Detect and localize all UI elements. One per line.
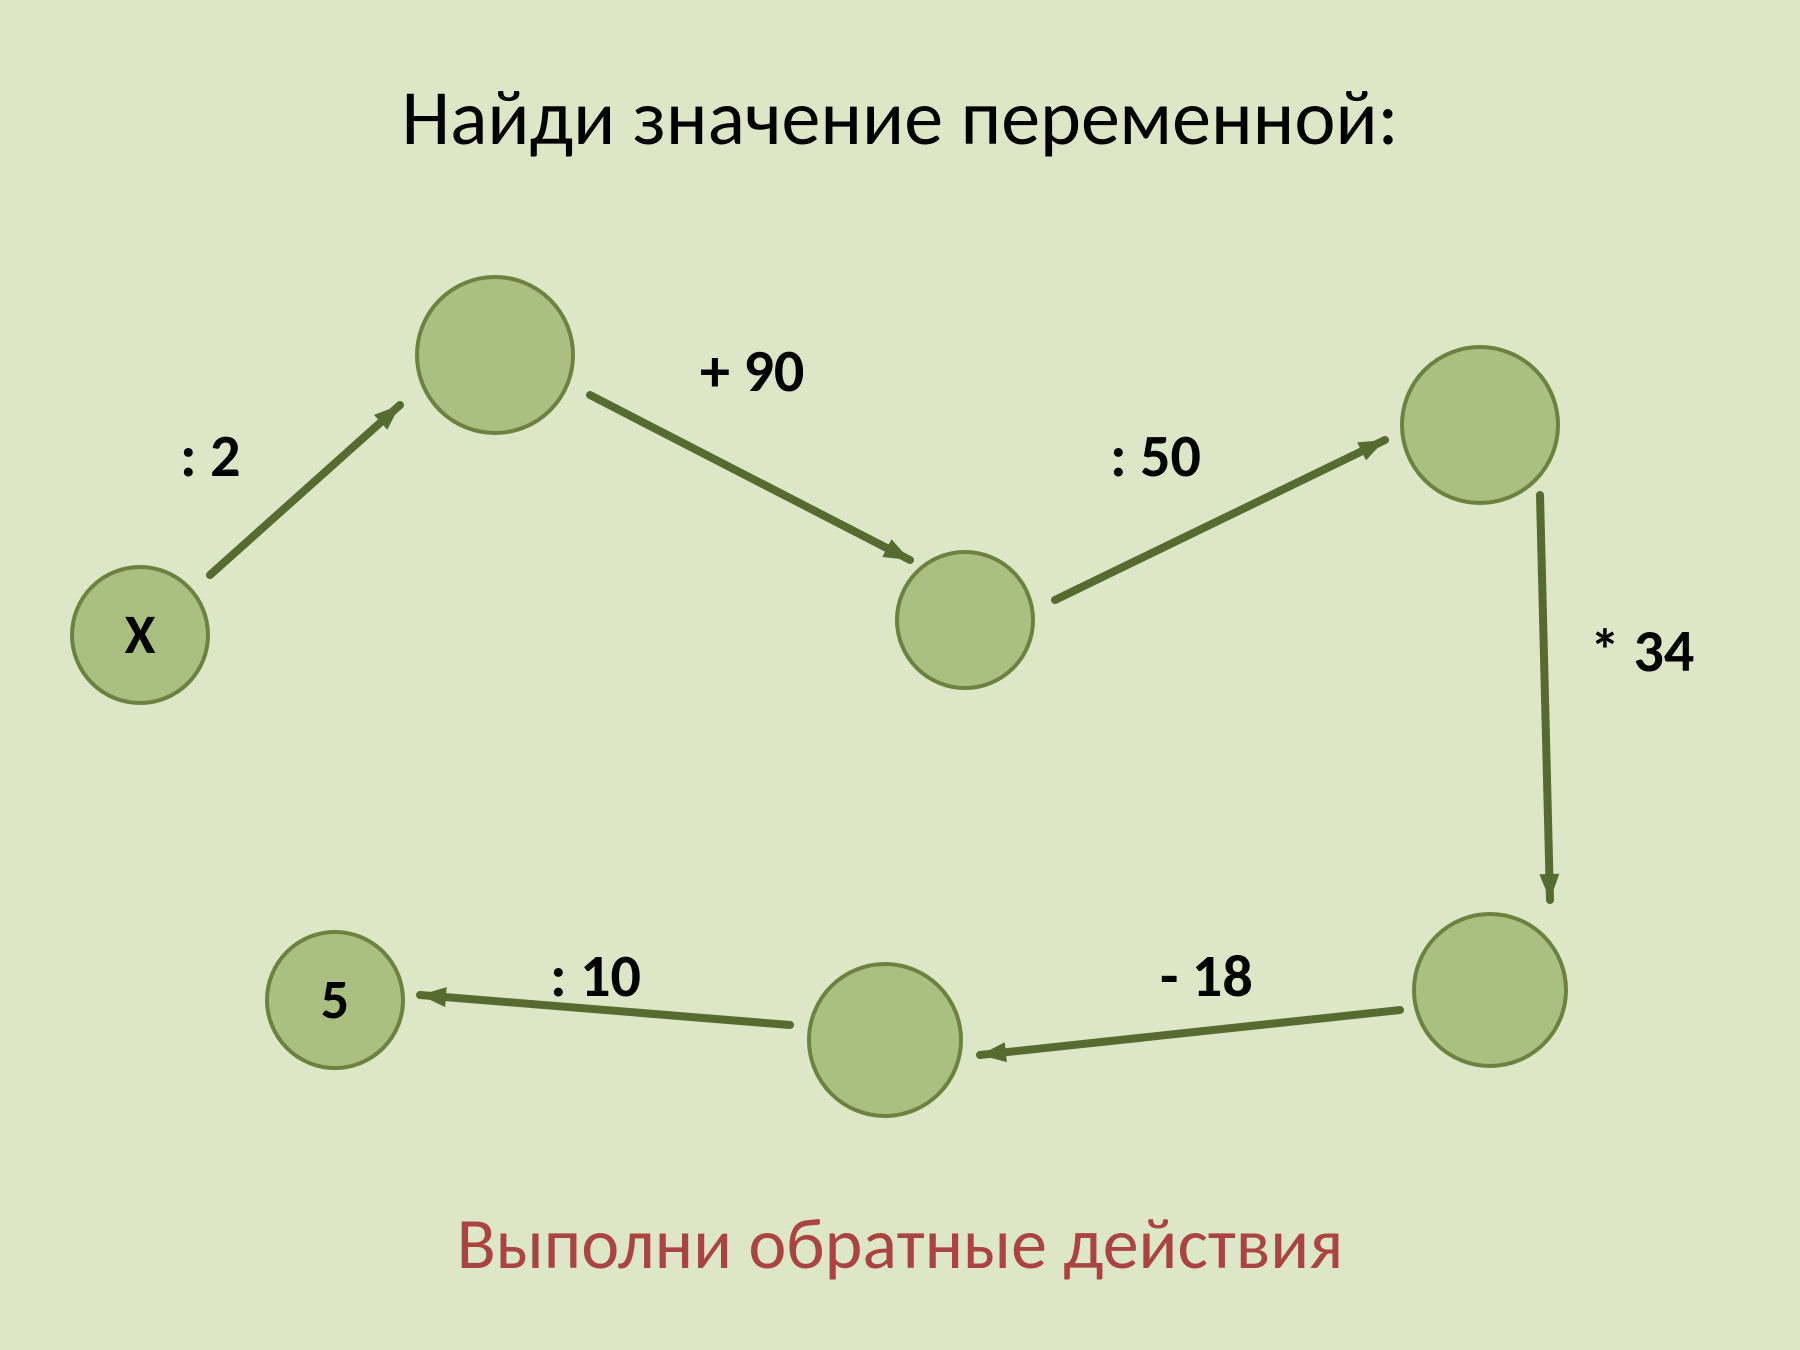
- page-title: Найди значение переменной:: [0, 70, 1800, 165]
- edge-label-1: + 90: [700, 335, 804, 408]
- edge-label-0: : 2: [180, 420, 241, 493]
- page-subtitle: Выполни обратные действия: [0, 1200, 1800, 1288]
- edge-label-3: * 34: [1590, 615, 1694, 688]
- node-5: 5: [265, 930, 405, 1070]
- node-label: 5: [321, 966, 349, 1034]
- node-3: [1400, 345, 1560, 505]
- node-2: [895, 550, 1035, 690]
- edge-label-2: : 50: [1110, 420, 1201, 493]
- node-5: [807, 962, 963, 1118]
- arrows-layer: [0, 0, 1800, 1350]
- edge-label-5: : 10: [550, 940, 641, 1013]
- arrow-3: [1539, 495, 1559, 900]
- arrow-2: [1055, 440, 1385, 600]
- node-x: X: [70, 565, 210, 705]
- node-label: X: [125, 601, 156, 669]
- diagram-canvas: Найди значение переменной: Выполни обрат…: [0, 0, 1800, 1350]
- node-1: [415, 275, 575, 435]
- arrow-1: [590, 395, 910, 560]
- arrow-4: [980, 1010, 1400, 1062]
- edge-label-4: - 18: [1160, 940, 1253, 1013]
- node-4: [1412, 912, 1568, 1068]
